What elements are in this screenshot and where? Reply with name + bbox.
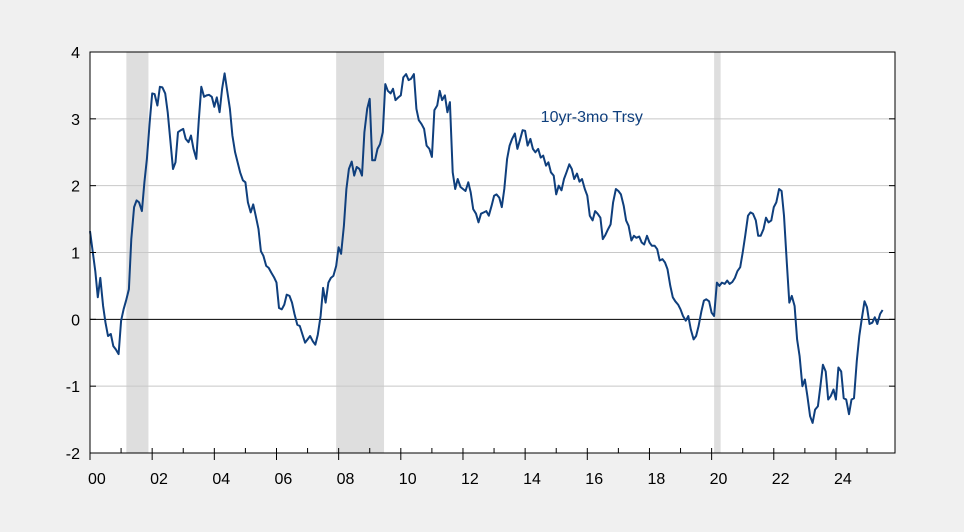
- x-tick-label: 16: [585, 471, 603, 488]
- series-layer: [89, 72, 884, 424]
- y-axis: -2 -1 0 1 2 3 4: [66, 45, 895, 463]
- y-tick-label: -2: [66, 446, 80, 463]
- x-tick-label: 06: [274, 471, 292, 488]
- y-tick-label: -1: [66, 379, 80, 396]
- x-tick-label: 20: [710, 471, 728, 488]
- series-line: [89, 72, 884, 424]
- series-label: 10yr-3mo Trsy: [541, 109, 643, 126]
- x-tick-label: 08: [337, 471, 355, 488]
- gridlines: [90, 118, 895, 387]
- x-tick-label: 12: [461, 471, 479, 488]
- x-tick-label: 10: [399, 471, 417, 488]
- x-tick-label: 02: [150, 471, 168, 488]
- x-axis: 00 02 04 06 08 10 12 14 16 18 20 22 24: [88, 448, 868, 488]
- y-tick-label: 2: [71, 179, 80, 196]
- y-tick-label: 4: [71, 45, 80, 62]
- y-tick-label: 3: [71, 112, 80, 129]
- plot-frame: [89, 51, 896, 454]
- x-tick-label: 18: [647, 471, 665, 488]
- y-tick-label: 1: [71, 246, 80, 263]
- x-tick-label: 00: [88, 471, 106, 488]
- x-tick-label: 22: [772, 471, 790, 488]
- x-tick-label: 04: [212, 471, 230, 488]
- x-tick-label: 24: [834, 471, 852, 488]
- x-tick-label: 14: [523, 471, 541, 488]
- y-tick-label: 0: [71, 312, 80, 329]
